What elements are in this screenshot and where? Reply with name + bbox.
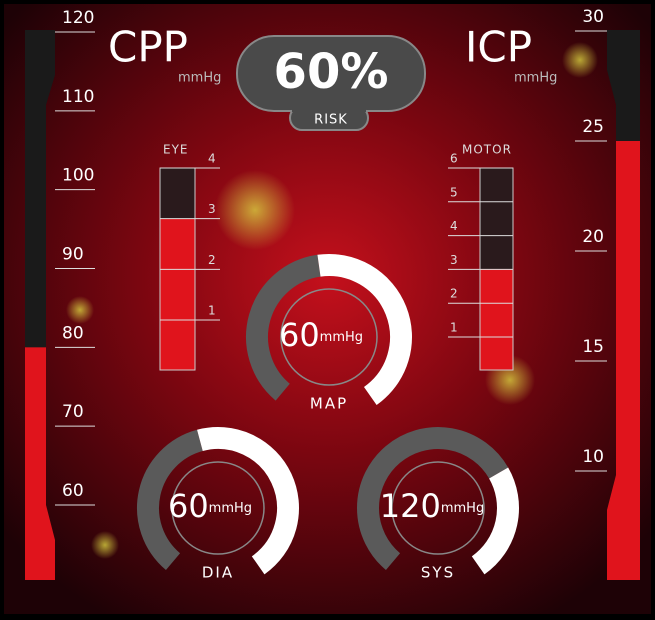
decor <box>91 531 119 559</box>
gauge-label: DIA <box>202 564 234 582</box>
risk-value: 60% <box>274 44 389 100</box>
dashboard: CPP mmHg ICP mmHg EYE MOTOR 60% RISK 120… <box>0 0 655 620</box>
decor <box>215 170 295 250</box>
tick-label: 25 <box>582 117 604 137</box>
decor <box>66 296 94 324</box>
tick-label: 120 <box>62 8 94 28</box>
gauge-unit: mmHg <box>320 330 363 345</box>
gauge-label: SYS <box>421 564 455 582</box>
tick-label: 2 <box>208 253 217 267</box>
tick-label: 4 <box>450 219 459 233</box>
tick-label: 6 <box>450 152 459 166</box>
gauge-unit: mmHg <box>209 501 252 516</box>
decor <box>562 42 598 78</box>
page: CPP mmHg ICP mmHg EYE MOTOR 60% RISK 120… <box>0 0 655 620</box>
tick-label: 4 <box>208 152 217 166</box>
tick-label: 20 <box>582 227 604 247</box>
tick-label: 2 <box>450 287 459 301</box>
tick-label: 15 <box>582 337 604 357</box>
tick-label: 5 <box>450 185 459 199</box>
icp-title: ICP <box>465 23 532 72</box>
gauge-unit: mmHg <box>441 501 484 516</box>
tick-label: 80 <box>62 323 84 343</box>
risk-label: RISK <box>314 113 348 128</box>
cpp-title: CPP <box>108 23 188 72</box>
tick-label: 3 <box>450 253 459 267</box>
tick-label: 10 <box>582 447 604 467</box>
scale-level <box>480 269 513 370</box>
icp-unit: mmHg <box>514 71 557 86</box>
tick-label: 60 <box>62 481 84 501</box>
risk-tab-join <box>292 100 366 112</box>
cpp-unit: mmHg <box>178 71 221 86</box>
tick-label: 30 <box>582 7 604 27</box>
gauge-number: 60 <box>168 487 209 525</box>
eye-title: EYE <box>163 143 189 157</box>
motor-title: MOTOR <box>462 143 512 157</box>
scale-level <box>160 219 195 370</box>
gauge-number: 60 <box>279 316 320 354</box>
tick-label: 70 <box>62 402 84 422</box>
gauge-label: MAP <box>310 395 348 413</box>
tick-label: 100 <box>62 166 94 186</box>
tick-label: 1 <box>208 304 217 318</box>
tick-label: 90 <box>62 245 84 265</box>
tick-label: 110 <box>62 87 94 107</box>
tick-label: 1 <box>450 321 459 335</box>
tick-label: 3 <box>208 202 217 216</box>
gauge-number: 120 <box>380 487 441 525</box>
